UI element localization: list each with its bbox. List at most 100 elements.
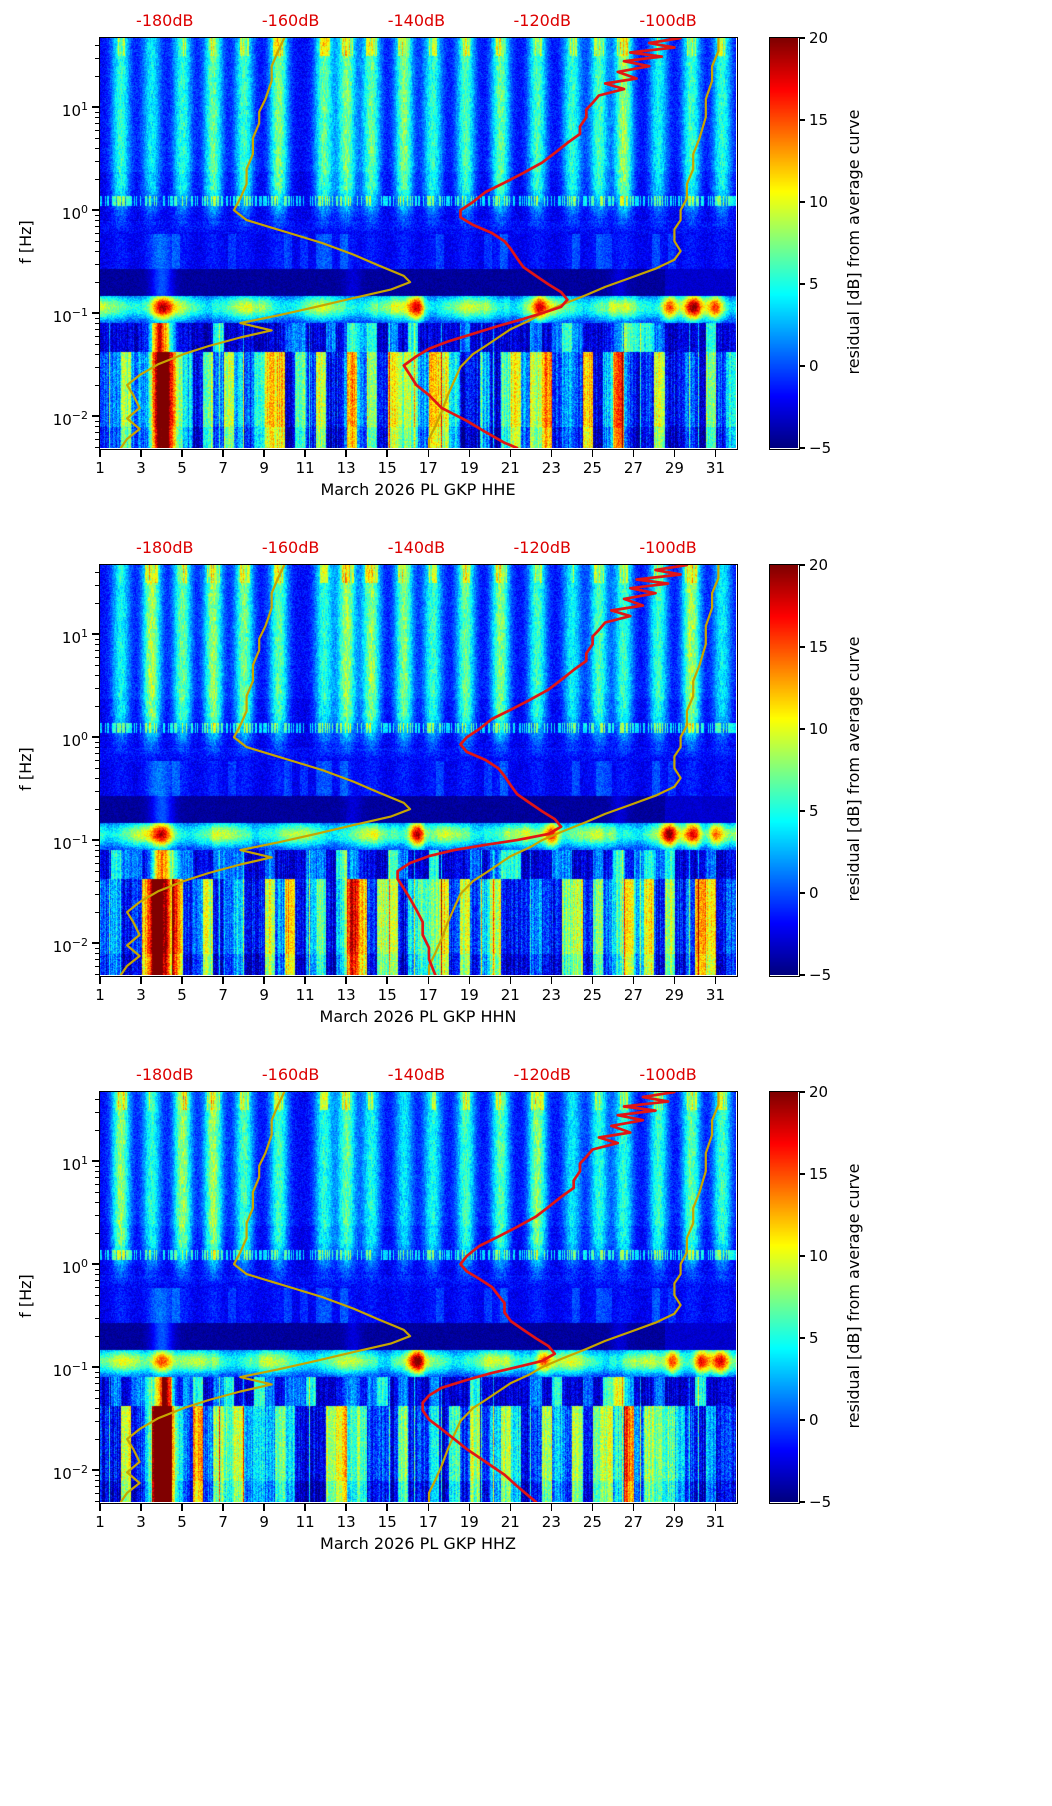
colorbar-tick xyxy=(799,1501,805,1503)
low-noise-model-curve xyxy=(119,1092,412,1502)
y-tick xyxy=(91,1160,99,1162)
colorbar-tick-label: −5 xyxy=(809,439,832,457)
x-tick-label: 15 xyxy=(377,986,397,1004)
x-tick xyxy=(263,976,265,984)
x-tick-label: 7 xyxy=(218,1513,228,1531)
y-tick-label: 100 xyxy=(26,200,88,224)
y-minor-tick xyxy=(94,251,99,253)
spectrogram-canvas-hhe xyxy=(100,38,736,448)
y-minor-tick xyxy=(94,644,99,646)
x-tick-label: 11 xyxy=(295,1513,315,1531)
y-tick xyxy=(91,1469,99,1471)
colorbar-tick xyxy=(799,37,805,39)
y-minor-tick xyxy=(94,335,99,337)
colorbar-tick-label: 0 xyxy=(809,357,819,375)
spectrogram-panel-hhn: -180dB -160dB -140dB -120dB -100dB 1 3 5 7 9 11 13 1… xyxy=(0,527,1052,1054)
low-noise-model-curve xyxy=(119,38,412,448)
y-minor-tick xyxy=(94,572,99,574)
y-minor-tick xyxy=(94,1112,99,1114)
y-minor-tick xyxy=(94,760,99,761)
top-axis-db-label: -120dB xyxy=(513,538,571,557)
y-minor-tick xyxy=(94,862,99,864)
y-tick-label: 101 xyxy=(26,1151,88,1175)
top-axis-db-label: -180dB xyxy=(136,11,194,30)
y-minor-tick xyxy=(94,45,99,47)
x-tick-label: 31 xyxy=(705,459,726,477)
x-tick-label: 17 xyxy=(418,986,438,1004)
y-minor-tick xyxy=(94,688,99,690)
x-tick xyxy=(263,449,265,457)
y-minor-tick xyxy=(94,323,99,325)
x-tick xyxy=(140,449,142,457)
x-tick-label: 13 xyxy=(336,986,356,1004)
colorbar-tick-label: 10 xyxy=(809,720,829,738)
y-tick-label-exponent: 1 xyxy=(81,1154,88,1168)
x-tick-label: 5 xyxy=(177,1513,187,1531)
x-tick-label: 29 xyxy=(664,1513,684,1531)
y-tick-label-base: 10 xyxy=(61,1156,81,1175)
y-tick xyxy=(91,839,99,841)
x-tick xyxy=(550,449,553,457)
colorbar-canvas xyxy=(770,38,798,448)
y-minor-tick xyxy=(94,1280,99,1282)
x-axis-title: March 2026 PL GKP HHZ xyxy=(320,1534,516,1553)
y-minor-tick xyxy=(94,1492,99,1494)
colorbar-tick xyxy=(799,201,805,203)
x-tick xyxy=(550,976,553,984)
y-minor-tick xyxy=(94,1295,99,1297)
x-tick xyxy=(99,1503,101,1511)
colorbar-tick xyxy=(799,1091,805,1093)
x-tick-label: 9 xyxy=(259,1513,269,1531)
x-tick xyxy=(468,976,471,984)
x-tick-label: 5 xyxy=(177,986,187,1004)
y-minor-tick xyxy=(94,974,99,976)
y-minor-tick xyxy=(94,953,99,955)
y-tick-label-exponent: −1 xyxy=(71,833,88,847)
x-tick-label: 3 xyxy=(136,459,146,477)
y-minor-tick xyxy=(94,657,99,659)
x-tick xyxy=(632,449,635,457)
x-tick xyxy=(181,449,183,457)
y-tick xyxy=(91,1263,99,1265)
top-axis-db-label: -140dB xyxy=(387,538,446,557)
top-axis-db-label: -160dB xyxy=(261,538,320,557)
x-tick-label: 27 xyxy=(623,459,643,477)
x-tick-label: 15 xyxy=(377,1513,397,1531)
x-tick-label: 1 xyxy=(95,459,105,477)
colorbar-tick xyxy=(799,1255,805,1257)
y-tick xyxy=(91,209,99,211)
y-minor-tick xyxy=(94,893,99,895)
y-minor-tick xyxy=(94,1165,99,1167)
x-tick xyxy=(386,449,388,457)
y-tick-label: 10−1 xyxy=(26,1357,88,1381)
x-tick xyxy=(673,449,676,457)
y-tick-label-base: 10 xyxy=(61,1259,81,1278)
y-minor-tick xyxy=(94,447,99,449)
y-tick-label-base: 10 xyxy=(52,835,72,854)
y-minor-tick xyxy=(94,1398,99,1400)
y-minor-tick xyxy=(94,282,99,284)
y-tick xyxy=(91,736,99,738)
y-tick-label-base: 10 xyxy=(61,102,81,121)
y-tick-label-base: 10 xyxy=(52,411,72,430)
y-tick-label: 10−2 xyxy=(26,933,88,957)
colorbar-tick-label: 15 xyxy=(809,111,829,129)
x-tick xyxy=(632,1503,635,1511)
colorbar-tick xyxy=(799,1419,805,1421)
colorbar-tick xyxy=(799,892,805,894)
y-tick-label-exponent: 0 xyxy=(81,1257,88,1271)
y-minor-tick xyxy=(94,665,99,667)
x-tick xyxy=(509,976,512,984)
y-minor-tick xyxy=(94,871,99,873)
colorbar-tick-label: 0 xyxy=(809,884,819,902)
x-axis-title: March 2026 PL GKP HHE xyxy=(320,480,516,499)
y-axis-title: f [Hz] xyxy=(16,220,35,264)
y-minor-tick xyxy=(94,747,99,749)
x-tick-label: 23 xyxy=(541,1513,561,1531)
y-minor-tick xyxy=(94,881,99,883)
y-minor-tick xyxy=(94,76,99,78)
y-minor-tick xyxy=(94,1480,99,1482)
colorbar-tick xyxy=(799,646,805,648)
y-minor-tick xyxy=(94,264,99,265)
y-minor-tick xyxy=(94,366,99,368)
